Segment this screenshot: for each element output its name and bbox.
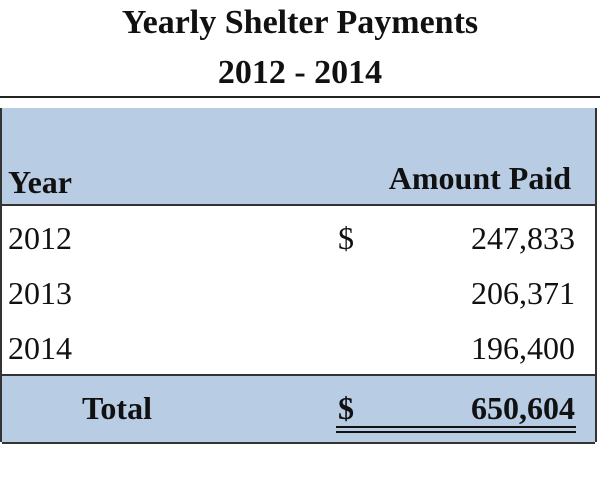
row-amount: 206,371 — [471, 275, 575, 311]
table: Year Amount Paid Total $ 650,604 2012 $24… — [0, 108, 597, 444]
total-amount: 650,604 — [471, 390, 575, 426]
row-amount: 247,833 — [471, 220, 575, 256]
header-band — [2, 108, 595, 206]
row-year: 2014 — [8, 330, 72, 366]
double-underline — [336, 431, 576, 433]
title-rule — [0, 96, 600, 98]
column-header: Year — [8, 164, 72, 200]
total-label: Total — [82, 390, 152, 426]
double-underline — [336, 426, 576, 428]
total-currency: $ — [338, 390, 354, 426]
row-amount: 196,400 — [471, 330, 575, 366]
row-currency: $ — [338, 220, 354, 256]
subtitle: 2012 - 2014 — [217, 54, 383, 91]
row-year: 2013 — [8, 275, 72, 311]
column-header: Amount Paid — [388, 160, 571, 196]
title: Yearly Shelter Payments — [121, 4, 479, 41]
row-year: 2012 — [8, 220, 72, 256]
